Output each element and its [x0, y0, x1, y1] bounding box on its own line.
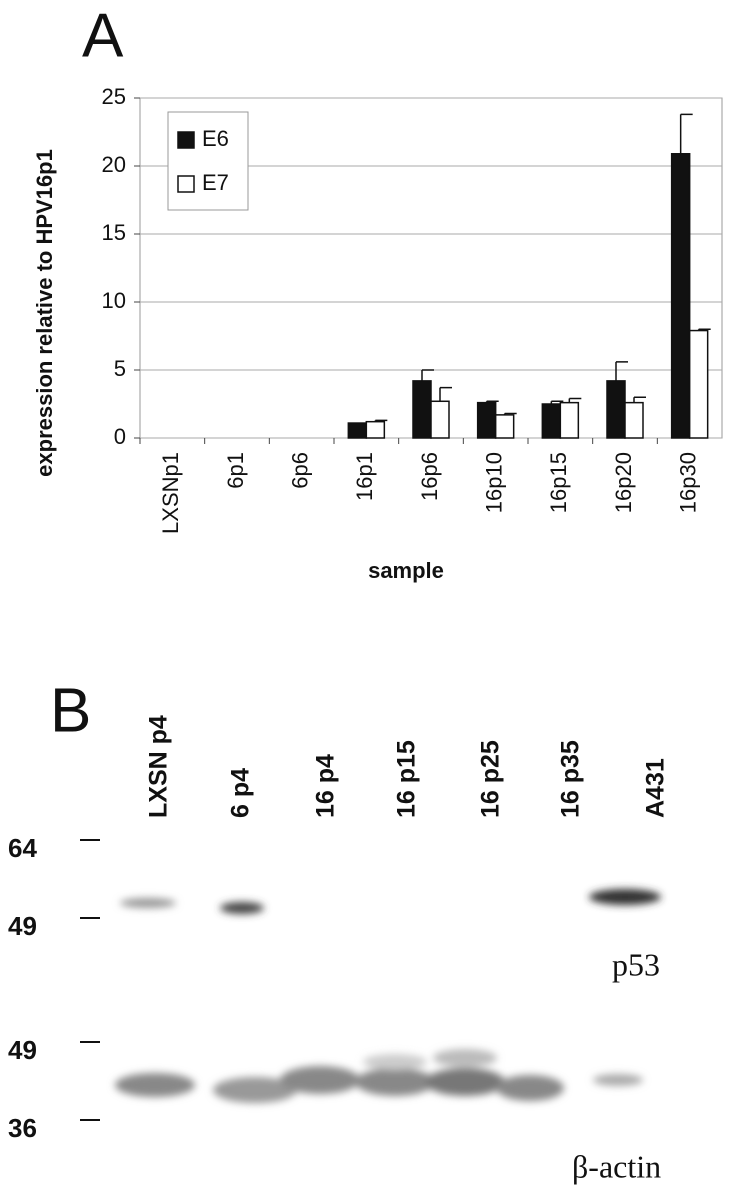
- bar: [412, 380, 432, 439]
- y-tick-label: 5: [114, 356, 126, 381]
- band: [355, 1068, 435, 1096]
- x-axis-label: sample: [368, 558, 444, 583]
- bar: [541, 403, 562, 439]
- band: [496, 1075, 564, 1101]
- band: [213, 1077, 297, 1103]
- legend-label: E6: [202, 126, 229, 151]
- marker-label: 64: [8, 833, 37, 863]
- band: [220, 902, 264, 914]
- x-tick-label: 6p6: [287, 452, 312, 489]
- x-tick-label: 16p10: [481, 452, 506, 513]
- y-tick-label: 20: [102, 152, 126, 177]
- error-bar: [421, 369, 434, 381]
- legend-box: [167, 111, 249, 211]
- bar: [365, 420, 386, 439]
- legend-swatch: [177, 131, 195, 149]
- band: [120, 898, 176, 908]
- bar: [476, 401, 497, 439]
- lane-label: LXSN p4: [145, 715, 173, 818]
- lane-label: 6 p4: [227, 768, 255, 818]
- error-bar: [679, 113, 693, 154]
- error-bar: [615, 361, 628, 381]
- bar: [670, 153, 691, 439]
- y-tick-label: 10: [102, 288, 126, 313]
- panel-label: B: [50, 676, 91, 745]
- protein-label: p53: [612, 946, 660, 982]
- bar: [347, 422, 368, 439]
- legend-label: E7: [202, 170, 229, 195]
- bar: [430, 400, 450, 439]
- actin-bands: [115, 1049, 643, 1103]
- x-tick-label: LXSNp1: [158, 452, 183, 534]
- lane-label: 16 p15: [393, 740, 421, 818]
- y-tick-label: 15: [102, 220, 126, 245]
- error-bar: [439, 386, 452, 402]
- marker-label: 49: [8, 911, 37, 941]
- y-tick-label: 0: [114, 424, 126, 449]
- error-bar: [374, 419, 388, 422]
- band: [425, 1068, 505, 1096]
- y-axis-label: expression relative to HPV16p1: [32, 149, 57, 477]
- error-bar: [568, 397, 582, 403]
- error-bar: [697, 328, 711, 331]
- x-tick-label: 16p20: [611, 452, 636, 513]
- p53-bands: [120, 889, 661, 914]
- x-tick-label: 16p6: [417, 452, 442, 501]
- x-tick-label: 6p1: [223, 452, 248, 489]
- bar: [606, 380, 626, 439]
- marker-label: 36: [8, 1113, 37, 1143]
- x-tick-label: 16p1: [352, 452, 377, 501]
- error-bar: [550, 400, 564, 404]
- lane-label: 16 p35: [557, 740, 585, 818]
- bar: [624, 401, 644, 439]
- band: [363, 1054, 427, 1070]
- panel-label: A: [82, 1, 124, 70]
- band: [589, 889, 661, 905]
- protein-label: β-actin: [572, 1148, 661, 1184]
- band: [115, 1073, 195, 1097]
- legend-swatch: [177, 175, 195, 193]
- band: [433, 1049, 497, 1067]
- bar: [494, 414, 515, 439]
- error-bar: [485, 400, 499, 403]
- lane-label: 16 p4: [312, 754, 340, 818]
- x-tick-label: 16p30: [675, 452, 700, 513]
- marker-label: 49: [8, 1035, 37, 1065]
- band: [280, 1066, 360, 1094]
- bar: [559, 401, 580, 439]
- bar: [688, 329, 709, 439]
- y-tick-label: 25: [102, 84, 126, 109]
- western-blot: p53 β-actin LXSN p4 6 p4 16 p4 16 p15 16 p25…: [8, 715, 670, 1184]
- error-bar: [633, 396, 646, 403]
- x-tick-label: 16p15: [546, 452, 571, 513]
- band: [593, 1074, 643, 1086]
- bar-chart: 0 5 10 15 20 25 expression relative to HPV16p1…: [32, 84, 723, 583]
- lane-label: A431: [642, 758, 670, 818]
- error-bar: [503, 412, 517, 415]
- lane-label: 16 p25: [477, 740, 505, 818]
